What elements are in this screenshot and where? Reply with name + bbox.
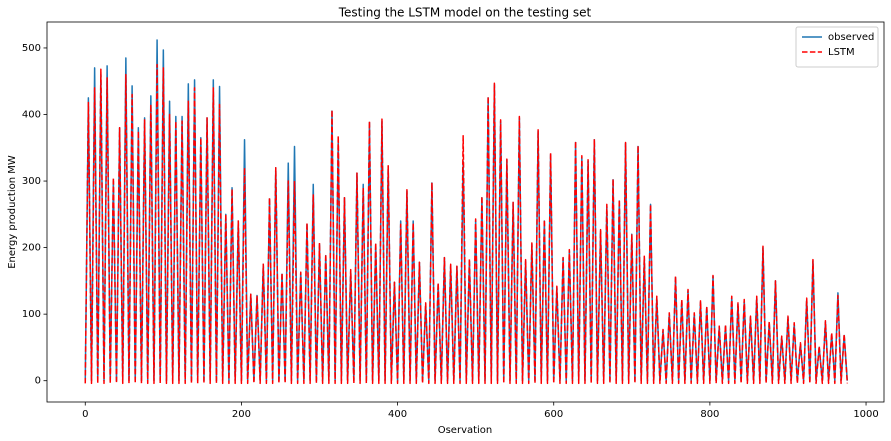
y-tick-label: 500 [22,43,41,54]
legend-label: observed [828,32,874,43]
plot-area [84,39,849,385]
y-axis-label: Energy production MW [7,155,18,269]
x-tick-label: 800 [700,409,719,420]
y-tick-label: 300 [22,176,41,187]
y-tick-label: 0 [35,376,41,387]
x-tick-label: 600 [544,409,563,420]
legend: observed LSTM [795,26,879,68]
x-axis-label: Oservation [438,425,493,436]
x-tick-label: 0 [82,409,88,420]
series-line [84,63,849,385]
x-tick-label: 1000 [853,409,878,420]
x-tick-label: 200 [232,409,251,420]
x-tick-label: 400 [388,409,407,420]
y-tick-label: 100 [22,309,41,320]
axes-frame [46,21,885,403]
y-tick-label: 400 [22,110,41,121]
legend-label: LSTM [828,47,855,58]
chart-title: Testing the LSTM model on the testing se… [338,6,592,20]
y-tick-label: 200 [22,243,41,254]
